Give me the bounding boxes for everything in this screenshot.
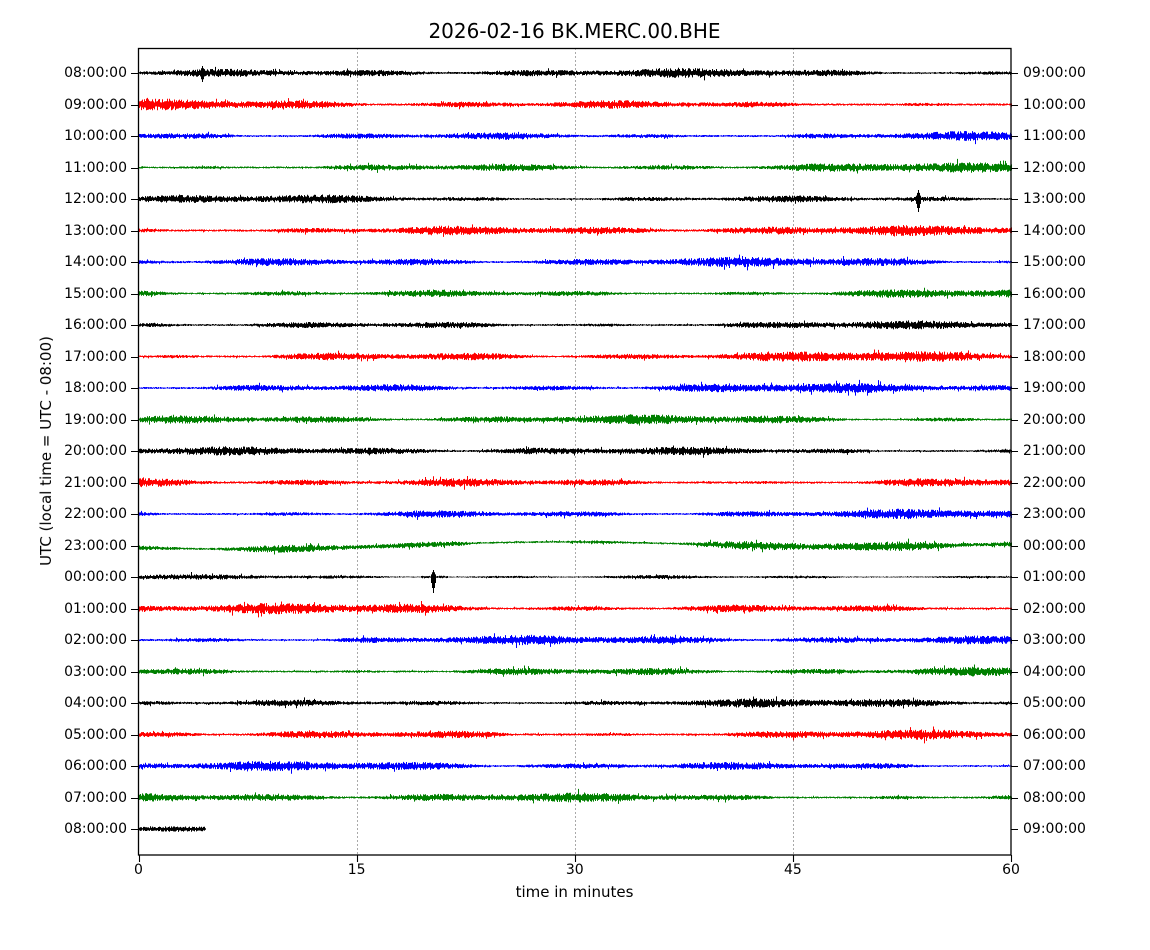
local-tick-label: 00:00:00	[1023, 537, 1086, 554]
local-tick-label: 15:00:00	[1023, 254, 1086, 270]
local-tick-label: 12:00:00	[1023, 159, 1086, 176]
local-tick-label: 19:00:00	[1023, 380, 1086, 396]
utc-tick-label: 18:00:00	[64, 380, 127, 396]
local-tick-label: 16:00:00	[1023, 285, 1086, 302]
utc-tick-label: 05:00:00	[64, 726, 127, 743]
utc-tick-label: 07:00:00	[64, 789, 127, 806]
utc-tick-label: 23:00:00	[64, 537, 127, 554]
utc-tick-label: 02:00:00	[64, 632, 127, 648]
utc-tick-label: 21:00:00	[64, 474, 127, 491]
x-tick-label: 45	[783, 862, 802, 878]
local-tick-label: 02:00:00	[1023, 600, 1086, 617]
local-tick-label: 20:00:00	[1023, 411, 1086, 428]
utc-tick-label: 20:00:00	[64, 443, 127, 459]
utc-tick-label: 16:00:00	[64, 317, 127, 333]
utc-tick-label: 00:00:00	[64, 569, 127, 585]
local-tick-label: 06:00:00	[1023, 726, 1086, 743]
local-tick-label: 13:00:00	[1023, 191, 1086, 207]
plot-area	[138, 48, 1011, 855]
local-tick-label: 01:00:00	[1023, 569, 1086, 585]
utc-tick-label: 14:00:00	[64, 254, 127, 270]
utc-tick-label: 10:00:00	[64, 128, 127, 144]
utc-tick-label: 11:00:00	[64, 159, 127, 176]
local-tick-label: 14:00:00	[1023, 222, 1086, 239]
utc-tick-label: 22:00:00	[64, 506, 127, 522]
local-tick-label: 17:00:00	[1023, 317, 1086, 333]
utc-tick-label: 04:00:00	[64, 695, 127, 711]
utc-tick-label: 08:00:00	[64, 821, 127, 837]
utc-tick-label: 12:00:00	[64, 191, 127, 207]
utc-tick-label: 17:00:00	[64, 348, 127, 365]
local-tick-label: 22:00:00	[1023, 474, 1086, 491]
local-tick-label: 21:00:00	[1023, 443, 1086, 459]
local-tick-label: 07:00:00	[1023, 758, 1086, 774]
local-tick-label: 11:00:00	[1023, 128, 1086, 144]
local-tick-label: 09:00:00	[1023, 821, 1086, 837]
x-axis-label: time in minutes	[515, 883, 634, 901]
x-tick-label: 60	[1002, 862, 1020, 878]
utc-tick-label: 01:00:00	[64, 600, 127, 617]
utc-tick-label: 19:00:00	[64, 411, 127, 428]
chart-title: 2026-02-16 BK.MERC.00.BHE	[428, 19, 721, 43]
utc-tick-label: 03:00:00	[64, 663, 127, 680]
local-tick-label: 05:00:00	[1023, 695, 1086, 711]
local-tick-label: 10:00:00	[1023, 96, 1086, 113]
local-tick-label: 08:00:00	[1023, 789, 1086, 806]
local-tick-label: 03:00:00	[1023, 632, 1086, 648]
utc-tick-label: 09:00:00	[64, 96, 127, 113]
x-tick-label: 0	[134, 862, 143, 878]
x-tick-label: 15	[347, 862, 366, 878]
local-tick-label: 04:00:00	[1023, 663, 1086, 680]
utc-tick-label: 06:00:00	[64, 758, 127, 774]
utc-tick-label: 13:00:00	[64, 222, 127, 239]
utc-tick-label: 08:00:00	[64, 65, 127, 81]
local-tick-label: 18:00:00	[1023, 348, 1086, 365]
utc-tick-label: 15:00:00	[64, 285, 127, 302]
local-tick-label: 09:00:00	[1023, 65, 1086, 81]
x-tick-label: 30	[565, 862, 584, 878]
local-tick-label: 23:00:00	[1023, 506, 1086, 522]
